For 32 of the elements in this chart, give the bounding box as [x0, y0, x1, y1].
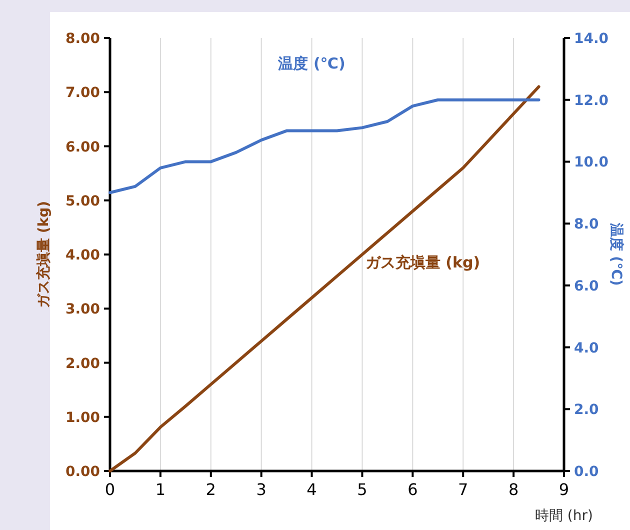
y-tick-label: 8.00	[65, 31, 100, 47]
x-tick-label: 1	[155, 480, 166, 499]
y-tick-label: 7.00	[65, 85, 100, 102]
y-axis-title: ガス充塡量 (kg)	[35, 200, 52, 308]
y2-axis-title: 温度 (℃)	[608, 222, 625, 286]
x-tick-label: 4	[306, 480, 317, 499]
y2-tick-label: 0.0	[574, 464, 600, 480]
text: 温度 (℃)	[277, 54, 346, 72]
x-tick-label: 0	[104, 480, 116, 499]
x-tick-label: 6	[408, 480, 418, 499]
x-tick-label: 7	[458, 480, 468, 499]
x-axis-title: 時間 (hr)	[534, 508, 594, 524]
series-label: ガス充塡量 (kg)	[365, 253, 480, 272]
y-tick-label: 0.00	[65, 464, 100, 480]
y-tick-label: 4.00	[65, 248, 100, 264]
y2-tick-label: 12.0	[574, 92, 609, 109]
y2-tick-label: 14.0	[574, 31, 609, 47]
y-tick-label: 1.00	[65, 410, 100, 426]
x-tick-label: 8	[508, 480, 519, 499]
y-tick-label: 3.00	[65, 302, 100, 318]
y2-tick-label: 4.0	[574, 340, 600, 356]
x-tick-label: 5	[357, 480, 368, 499]
y-tick-label: 6.00	[65, 139, 100, 156]
y2-tick-label: 10.0	[574, 154, 609, 171]
x-tick-label: 9	[558, 480, 570, 499]
y2-tick-label: 6.0	[574, 278, 600, 294]
y-tick-label: 2.00	[65, 356, 100, 372]
x-tick-label: 3	[256, 480, 266, 499]
y2-tick-label: 8.0	[574, 216, 600, 233]
y2-tick-label: 2.0	[574, 402, 600, 418]
y-tick-label: 5.00	[65, 193, 100, 210]
x-tick-label: 2	[206, 480, 216, 499]
